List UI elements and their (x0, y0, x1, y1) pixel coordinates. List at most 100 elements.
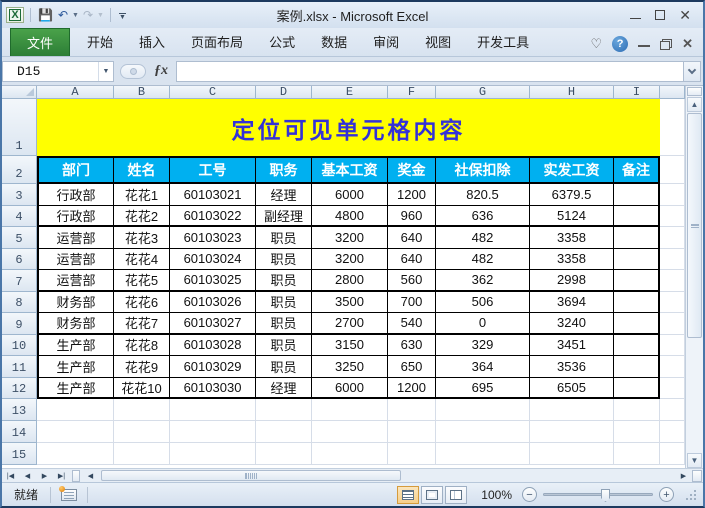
vertical-split-handle[interactable] (687, 87, 702, 96)
empty-cell[interactable] (170, 443, 256, 465)
minimize-button[interactable] (630, 17, 642, 19)
empty-cell[interactable] (660, 313, 685, 335)
table-header-cell[interactable]: 社保扣除 (436, 156, 530, 184)
empty-cell[interactable] (660, 334, 685, 356)
table-cell[interactable]: 花花8 (114, 334, 170, 356)
scroll-right-icon[interactable]: ▶ (680, 472, 687, 480)
row-header-9[interactable]: 9 (2, 313, 37, 335)
empty-cell[interactable] (436, 443, 530, 465)
table-cell[interactable]: 财务部 (37, 291, 114, 313)
empty-cell[interactable] (530, 421, 614, 443)
empty-cell[interactable] (660, 205, 685, 227)
macro-record-icon[interactable] (59, 485, 78, 501)
empty-cell[interactable] (614, 399, 660, 421)
row-header-12[interactable]: 12 (2, 377, 37, 399)
table-cell[interactable]: 运营部 (37, 270, 114, 292)
tab-审阅[interactable]: 审阅 (373, 35, 400, 50)
empty-cell[interactable] (614, 421, 660, 443)
table-cell[interactable]: 1200 (388, 377, 436, 399)
column-header-partial[interactable] (660, 86, 685, 99)
close-alt-icon[interactable]: ✕ (682, 36, 693, 51)
empty-cell[interactable] (256, 443, 312, 465)
empty-cell[interactable] (37, 399, 114, 421)
empty-cell[interactable] (660, 99, 685, 156)
name-box[interactable]: D15 ▼ (2, 60, 114, 82)
table-cell[interactable]: 生产部 (37, 356, 114, 378)
redo-dropdown-icon[interactable]: ▼ (97, 11, 104, 19)
table-cell[interactable]: 3200 (312, 227, 388, 249)
table-cell[interactable]: 职员 (256, 313, 312, 335)
column-header-B[interactable]: B (114, 86, 170, 99)
table-cell[interactable]: 6379.5 (530, 184, 614, 206)
table-cell[interactable]: 行政部 (37, 205, 114, 227)
tab-视图[interactable]: 视图 (425, 35, 452, 50)
table-cell[interactable]: 3536 (530, 356, 614, 378)
table-cell[interactable]: 820.5 (436, 184, 530, 206)
column-header-E[interactable]: E (312, 86, 388, 99)
table-cell[interactable] (614, 291, 660, 313)
table-cell[interactable]: 3500 (312, 291, 388, 313)
table-cell[interactable]: 职员 (256, 356, 312, 378)
empty-cell[interactable] (388, 443, 436, 465)
table-header-cell[interactable]: 部门 (37, 156, 114, 184)
table-cell[interactable] (614, 227, 660, 249)
table-cell[interactable]: 60103028 (170, 334, 256, 356)
table-cell[interactable] (614, 377, 660, 399)
insert-function-icon[interactable]: ƒx (154, 63, 168, 78)
table-cell[interactable]: 362 (436, 270, 530, 292)
table-cell[interactable] (614, 248, 660, 270)
formula-input[interactable] (176, 60, 683, 82)
vertical-scrollbar[interactable]: ▲ ▼ (685, 86, 703, 468)
table-cell[interactable]: 60103024 (170, 248, 256, 270)
table-cell[interactable]: 506 (436, 291, 530, 313)
empty-cell[interactable] (37, 443, 114, 465)
row-header-1[interactable]: 1 (2, 99, 37, 156)
empty-cell[interactable] (530, 399, 614, 421)
table-cell[interactable]: 650 (388, 356, 436, 378)
table-cell[interactable]: 生产部 (37, 334, 114, 356)
table-cell[interactable]: 3451 (530, 334, 614, 356)
table-cell[interactable]: 生产部 (37, 377, 114, 399)
table-cell[interactable]: 花花4 (114, 248, 170, 270)
empty-cell[interactable] (660, 356, 685, 378)
table-cell[interactable]: 640 (388, 248, 436, 270)
scroll-up-icon[interactable]: ▲ (687, 97, 702, 112)
row-header-4[interactable]: 4 (2, 205, 37, 227)
empty-cell[interactable] (660, 156, 685, 184)
row-header-13[interactable]: 13 (2, 399, 37, 421)
table-cell[interactable]: 花花7 (114, 313, 170, 335)
empty-cell[interactable] (660, 377, 685, 399)
table-cell[interactable]: 花花10 (114, 377, 170, 399)
table-cell[interactable]: 运营部 (37, 227, 114, 249)
table-cell[interactable]: 职员 (256, 248, 312, 270)
table-cell[interactable]: 花花2 (114, 205, 170, 227)
undo-dropdown-icon[interactable]: ▼ (72, 11, 79, 19)
scroll-left-icon[interactable]: ◀ (87, 472, 94, 480)
horizontal-scroll-thumb[interactable] (101, 470, 401, 481)
vertical-scroll-thumb[interactable] (687, 113, 702, 338)
table-cell[interactable]: 职员 (256, 291, 312, 313)
table-header-cell[interactable]: 实发工资 (530, 156, 614, 184)
table-cell[interactable]: 700 (388, 291, 436, 313)
resize-grip[interactable] (684, 488, 697, 501)
table-cell[interactable]: 经理 (256, 184, 312, 206)
formula-bar-grip[interactable] (120, 63, 146, 79)
table-cell[interactable]: 364 (436, 356, 530, 378)
empty-cell[interactable] (114, 421, 170, 443)
table-cell[interactable]: 6000 (312, 377, 388, 399)
table-cell[interactable]: 行政部 (37, 184, 114, 206)
empty-cell[interactable] (388, 421, 436, 443)
empty-cell[interactable] (170, 421, 256, 443)
table-cell[interactable]: 运营部 (37, 248, 114, 270)
empty-cell[interactable] (312, 421, 388, 443)
table-header-cell[interactable]: 职务 (256, 156, 312, 184)
empty-cell[interactable] (312, 443, 388, 465)
table-cell[interactable]: 540 (388, 313, 436, 335)
table-cell[interactable]: 3150 (312, 334, 388, 356)
table-cell[interactable]: 60103029 (170, 356, 256, 378)
table-cell[interactable] (614, 184, 660, 206)
zoom-out-icon[interactable]: − (522, 487, 537, 502)
table-cell[interactable]: 5124 (530, 205, 614, 227)
empty-cell[interactable] (660, 227, 685, 249)
table-cell[interactable]: 3250 (312, 356, 388, 378)
